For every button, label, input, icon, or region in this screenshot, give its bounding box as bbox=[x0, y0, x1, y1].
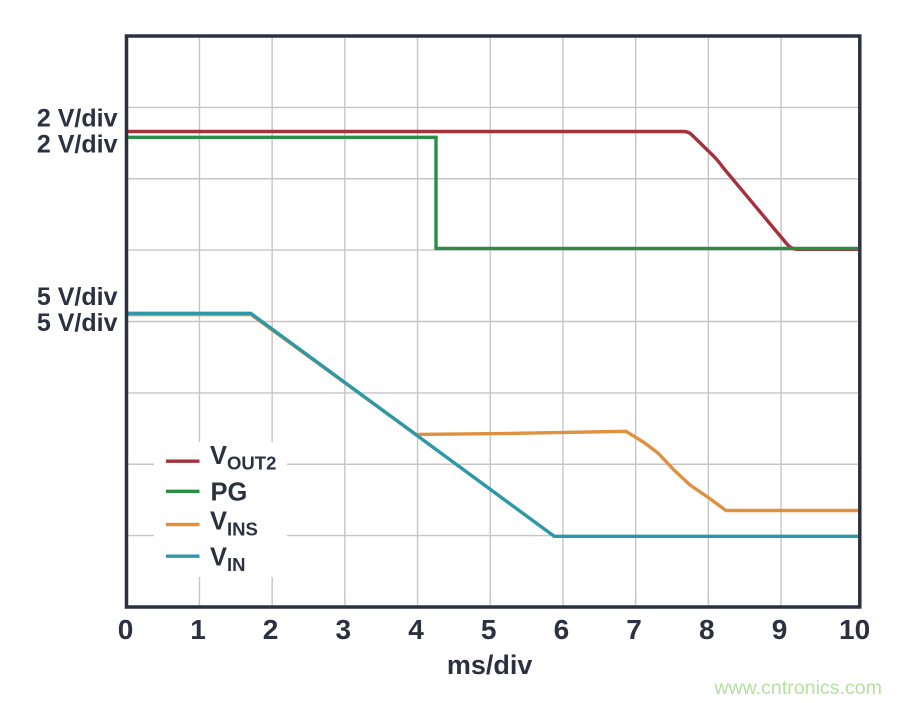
svg-text:10: 10 bbox=[839, 614, 870, 645]
svg-text:5 V/div: 5 V/div bbox=[37, 283, 118, 311]
svg-text:2: 2 bbox=[263, 614, 279, 645]
svg-text:PG: PG bbox=[211, 478, 248, 506]
svg-text:8: 8 bbox=[699, 614, 715, 645]
svg-text:3: 3 bbox=[336, 614, 352, 645]
svg-text:2 V/div: 2 V/div bbox=[37, 130, 118, 158]
svg-text:5 V/div: 5 V/div bbox=[37, 309, 118, 337]
svg-text:7: 7 bbox=[626, 614, 642, 645]
svg-text:1: 1 bbox=[190, 614, 206, 645]
svg-text:ms/div: ms/div bbox=[447, 650, 533, 680]
svg-text:5: 5 bbox=[481, 614, 497, 645]
svg-text:0: 0 bbox=[118, 614, 134, 645]
svg-text:www.cntronics.com: www.cntronics.com bbox=[713, 677, 882, 699]
svg-text:9: 9 bbox=[772, 614, 788, 645]
svg-text:4: 4 bbox=[408, 614, 424, 645]
svg-text:2 V/div: 2 V/div bbox=[37, 104, 118, 132]
svg-text:6: 6 bbox=[554, 614, 570, 645]
